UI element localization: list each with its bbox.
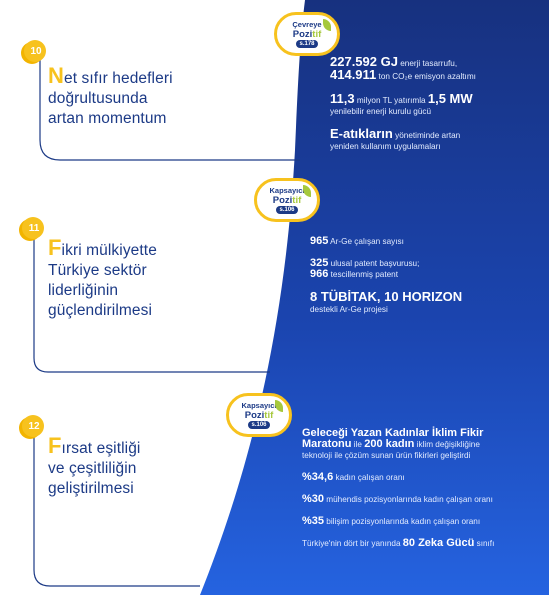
section-number-11: 11 <box>22 217 44 239</box>
leaf-icon <box>275 400 283 412</box>
badge-word: Pozitif <box>244 410 274 421</box>
stat-value: %35 <box>302 515 325 527</box>
stat-text: ton CO₂e emisyon azaltımı <box>376 72 476 81</box>
stat-text: enerji tasarrufu, <box>397 59 458 68</box>
badge-page: s.106 <box>248 421 270 429</box>
stat-text: ile <box>351 440 365 449</box>
badge-title: Kapsayıcı <box>241 401 277 410</box>
stat-text: teknoloji ile çözüm sunan ürün fikirleri… <box>302 451 471 460</box>
stat-item: 325 ulusal patent başvurusu; 966 tescille… <box>310 258 462 280</box>
stat-value: 8 TÜBİTAK, 10 HORIZON <box>310 289 463 304</box>
stat-value: %30 <box>302 493 325 505</box>
stat-text: Ar-Ge çalışan sayısı <box>328 237 404 246</box>
stat-item: E-atıkların yönetiminde artan yeniden kul… <box>330 126 476 152</box>
stat-text: tescillenmiş patent <box>328 270 398 279</box>
stat-item: 8 TÜBİTAK, 10 HORIZON destekli Ar-Ge proj… <box>310 289 463 315</box>
stat-text: ulusal patent başvurusu; <box>328 259 420 268</box>
stats-list: Geleceği Yazan Kadınlar İklim Fikir Marat… <box>302 428 494 560</box>
stat-value: Maratonu <box>302 438 352 450</box>
stat-value: 325 <box>310 257 329 269</box>
kapsayici-pozitif-badge[interactable]: Kapsayıcı Pozitif s.106 <box>254 178 320 222</box>
badge-word: Pozitif <box>292 29 322 40</box>
badge-title: Çevreye <box>292 20 322 29</box>
stat-item: 227.592 GJ enerji tasarrufu, 414.911 ton … <box>330 54 476 82</box>
leaf-icon <box>303 185 311 197</box>
stat-item: Türkiye'nin dört bir yanında 80 Zeka Güc… <box>302 538 494 549</box>
stat-value: %34,6 <box>302 471 334 483</box>
stat-item: 965 Ar-Ge çalışan sayısı <box>310 236 462 247</box>
stats-list: 965 Ar-Ge çalışan sayısı 325 ulusal paten… <box>310 236 462 326</box>
stat-text: yeniden kullanım uygulamaları <box>330 142 441 151</box>
stat-text: milyon TL yatırımla <box>354 96 428 105</box>
stat-text: bilişim pozisyonlarında kadın çalışan or… <box>324 517 481 526</box>
leaf-icon <box>323 19 331 31</box>
section-heading: Fırsat eşitliği ve çeşitliliğin geliştir… <box>48 433 141 498</box>
stat-value: 414.911 <box>330 67 377 82</box>
stat-item: %35 bilişim pozisyonlarında kadın çalışa… <box>302 516 494 527</box>
stat-text: sınıfı <box>474 539 495 548</box>
stat-text: yenilebilir enerji kurulu gücü <box>330 107 432 116</box>
stats-list: 227.592 GJ enerji tasarrufu, 414.911 ton … <box>330 54 476 163</box>
stat-value: 1,5 MW <box>427 91 473 106</box>
section-heading: Fikri mülkiyette Türkiye sektör liderliğ… <box>48 235 157 320</box>
stat-value: 200 kadın <box>364 438 415 450</box>
section-number-12: 12 <box>22 415 44 437</box>
stat-value: 227.592 GJ <box>330 54 398 69</box>
stat-item: 11,3 milyon TL yatırımla 1,5 MW yenilebil… <box>330 91 476 117</box>
stat-item: %34,6 kadın çalışan oranı <box>302 472 494 483</box>
stat-text: destekli Ar-Ge projesi <box>310 305 388 314</box>
stat-item: %30 mühendis pozisyonlarında kadın çalış… <box>302 494 494 505</box>
section-heading: Net sıfır hedefleri doğrultusunda artan … <box>48 63 173 128</box>
badge-word: Pozitif <box>272 195 302 206</box>
stat-value: 11,3 <box>330 91 355 106</box>
badge-title: Kapsayıcı <box>269 186 305 195</box>
section-number-10: 10 <box>24 40 46 62</box>
cevreye-pozitif-badge[interactable]: Çevreye Pozitif s.178 <box>274 12 340 56</box>
stat-value: 965 <box>310 235 329 247</box>
badge-page: s.106 <box>276 206 298 214</box>
kapsayici-pozitif-badge[interactable]: Kapsayıcı Pozitif s.106 <box>226 393 292 437</box>
stat-text: iklim değişikliğine <box>414 440 480 449</box>
stat-text: mühendis pozisyonlarında kadın çalışan o… <box>324 495 493 504</box>
stat-value: Geleceği Yazan Kadınlar İklim Fikir <box>302 427 484 439</box>
stat-item: Geleceği Yazan Kadınlar İklim Fikir Marat… <box>302 428 494 461</box>
badge-page: s.178 <box>296 40 318 48</box>
stat-text: Türkiye'nin dört bir yanında <box>302 539 403 548</box>
stat-text: yönetiminde artan <box>392 131 461 140</box>
stat-value: E-atıkların <box>330 126 393 141</box>
stat-value: 966 <box>310 268 329 280</box>
stat-value: 80 Zeka Gücü <box>402 537 475 549</box>
stat-text: kadın çalışan oranı <box>333 473 405 482</box>
